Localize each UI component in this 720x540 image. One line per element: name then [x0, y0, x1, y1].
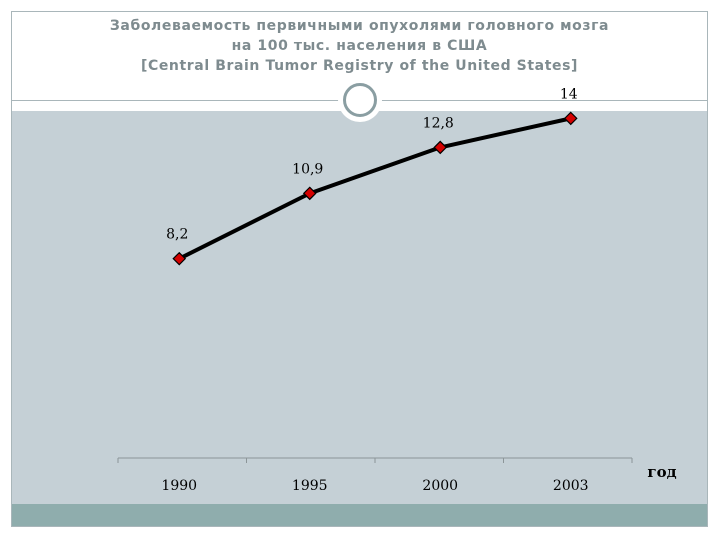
x-tick-label: 1990: [161, 478, 197, 494]
series-line: [177, 116, 573, 261]
title-line-1: Заболеваемость первичными опухолями голо…: [109, 18, 610, 34]
slide-frame: [11, 11, 708, 527]
slide-title: Заболеваемость первичными опухолями голо…: [11, 16, 708, 76]
title-line-3: [Central Brain Tumor Registry of the Uni…: [140, 58, 579, 74]
x-tick-label: 1995: [292, 478, 328, 494]
x-tick-label: 2000: [422, 478, 458, 494]
data-label: 12,8: [423, 115, 454, 131]
title-line-2: на 100 тыс. населения в США: [231, 38, 488, 54]
data-point-marker: [172, 251, 187, 266]
data-label: 10,9: [292, 161, 323, 177]
data-point-marker: [563, 111, 578, 126]
data-label: 8,2: [166, 227, 188, 243]
x-tick-label: 2003: [553, 478, 589, 494]
data-point-marker: [302, 186, 317, 201]
data-label: 14: [560, 86, 578, 102]
x-axis-title: год: [647, 463, 676, 481]
footer-bar: [12, 504, 707, 526]
circle-ornament-icon: [338, 78, 382, 122]
data-point-marker: [433, 140, 448, 155]
